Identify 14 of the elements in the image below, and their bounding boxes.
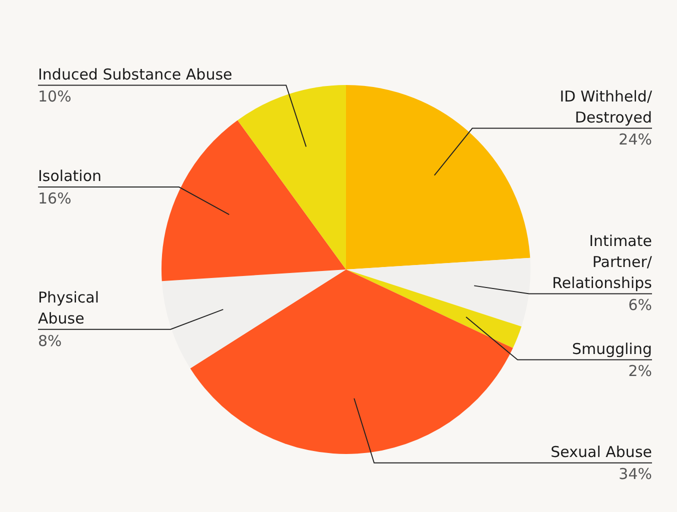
data-label: 10% — [38, 88, 72, 106]
data-label: 2% — [628, 362, 652, 380]
data-label: 24% — [618, 130, 652, 149]
slice-label: Intimate Partner/ Relationships — [552, 232, 653, 292]
slice-label: Isolation — [38, 167, 102, 186]
slice-label: Physical Abuse — [38, 288, 100, 328]
slice-label: Smuggling — [572, 340, 652, 358]
data-label: 8% — [38, 332, 62, 350]
slice-label: Induced Substance Abuse — [38, 65, 232, 84]
slice-label: Sexual Abuse — [550, 442, 652, 461]
data-label: 34% — [618, 465, 652, 484]
data-label: 16% — [38, 189, 72, 208]
data-label: 6% — [628, 296, 652, 314]
slice-label: ID Withheld/ Destroyed — [560, 87, 653, 126]
